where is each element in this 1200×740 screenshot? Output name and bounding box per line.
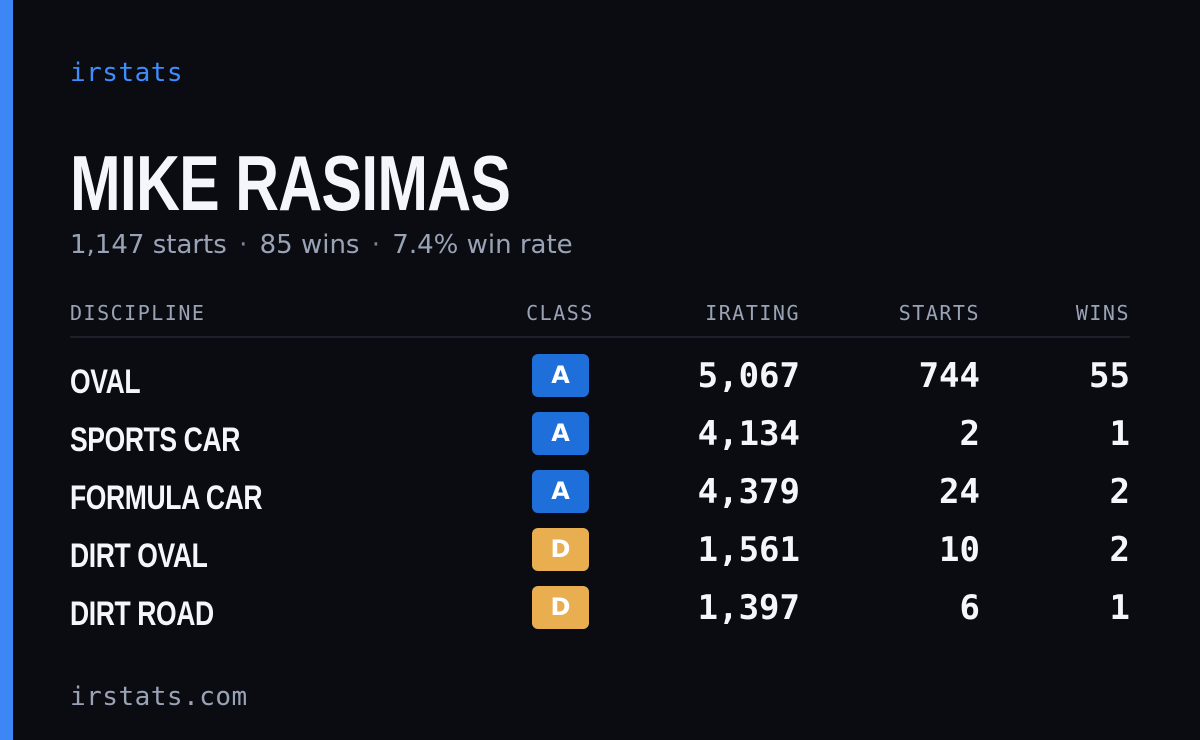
class-badge: D [532, 586, 589, 629]
class-badge: A [532, 470, 589, 513]
table-body: OVAL A 5,067 744 55 SPORTS CAR A 4,134 2… [70, 352, 1130, 642]
header-irating: IRATING [705, 301, 800, 325]
summary-win-rate: 7.4% win rate [392, 230, 573, 260]
row-irating: 4,379 [697, 472, 800, 512]
summary-separator: · [239, 230, 248, 260]
table-row: SPORTS CAR A 4,134 2 1 [70, 410, 1130, 468]
table-row: OVAL A 5,067 744 55 [70, 352, 1130, 410]
row-starts: 6 [959, 588, 980, 628]
row-wins: 2 [1109, 530, 1130, 570]
discipline-stats-table: DISCIPLINE CLASS IRATING STARTS WINS OVA… [70, 296, 1130, 642]
header-class: CLASS [526, 301, 594, 325]
table-row: DIRT OVAL D 1,561 10 2 [70, 526, 1130, 584]
row-irating: 4,134 [697, 414, 800, 454]
row-irating: 1,397 [697, 588, 800, 628]
class-badge: A [532, 412, 589, 455]
row-wins: 2 [1109, 472, 1130, 512]
summary-wins: 85 wins [259, 230, 360, 260]
table-row: FORMULA CAR A 4,379 24 2 [70, 468, 1130, 526]
driver-name: MIKE RASIMAS [70, 139, 511, 227]
class-badge: D [532, 528, 589, 571]
summary-separator: · [371, 230, 381, 260]
table-header-row: DISCIPLINE CLASS IRATING STARTS WINS [70, 296, 1130, 338]
summary-starts: 1,147 starts [70, 230, 227, 260]
header-wins: WINS [1075, 301, 1130, 325]
row-discipline: FORMULA CAR [70, 479, 263, 517]
accent-bar [0, 0, 13, 740]
class-badge: A [532, 354, 589, 397]
row-discipline: DIRT OVAL [70, 537, 208, 575]
row-discipline: OVAL [70, 363, 141, 401]
table-row: DIRT ROAD D 1,397 6 1 [70, 584, 1130, 642]
row-starts: 744 [918, 356, 980, 396]
row-irating: 5,067 [697, 356, 800, 396]
row-starts: 2 [959, 414, 980, 454]
row-wins: 1 [1109, 414, 1130, 454]
row-discipline: DIRT ROAD [70, 595, 214, 633]
header-discipline: DISCIPLINE [70, 301, 206, 325]
footer-site-url: irstats.com [70, 682, 248, 712]
brand-logo-text: irstats [70, 58, 184, 88]
header-starts: STARTS [898, 301, 980, 325]
row-wins: 55 [1089, 356, 1130, 396]
row-discipline: SPORTS CAR [70, 421, 240, 459]
row-wins: 1 [1109, 588, 1130, 628]
row-irating: 1,561 [697, 530, 800, 570]
row-starts: 24 [939, 472, 980, 512]
driver-summary: 1,147 starts · 85 wins · 7.4% win rate [70, 228, 573, 262]
row-starts: 10 [939, 530, 980, 570]
